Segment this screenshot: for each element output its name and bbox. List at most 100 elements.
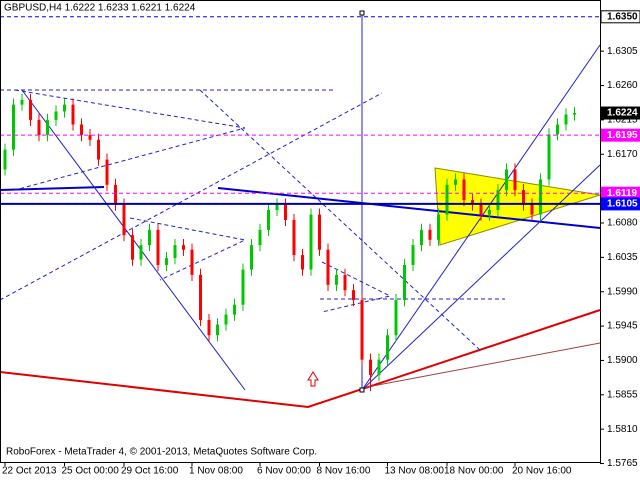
dashed-line [199, 89, 481, 351]
candle-body [165, 258, 168, 265]
x-tick-label: 25 Oct 00:00 [62, 466, 120, 477]
x-tick-label: 13 Nov 08:00 [385, 466, 445, 477]
x-tick-label: 8 Nov 16:00 [317, 466, 371, 477]
candle-body [148, 229, 151, 246]
candle-body [292, 219, 296, 256]
candle-body [114, 184, 117, 205]
candle-body [437, 214, 440, 240]
candle-body [80, 124, 83, 136]
dashed-triangle [321, 261, 392, 313]
candle-body [462, 179, 466, 201]
candle-body [445, 184, 449, 215]
y-tick-label: 1.6260 [607, 80, 638, 91]
level-label: 1.6195 [607, 130, 638, 141]
candle-body [377, 359, 381, 375]
candle-body [547, 134, 551, 180]
candle-body [539, 179, 542, 215]
candle-body [105, 159, 109, 185]
level-label: 1.6350 [607, 11, 638, 22]
candle-body [37, 119, 41, 136]
candle-body [182, 245, 185, 250]
y-tick-label: 1.6215 [607, 115, 638, 126]
candle-body [488, 210, 491, 215]
candle-body [250, 245, 253, 270]
candle-body [522, 190, 525, 205]
y-tick-label: 1.5810 [607, 424, 638, 435]
candle-body [156, 229, 160, 265]
x-tick-label: 29 Oct 16:00 [121, 466, 179, 477]
y-tick-label: 1.5945 [607, 321, 638, 332]
candle-body [530, 204, 534, 215]
candle-body [20, 100, 24, 105]
candle-body [258, 229, 262, 246]
candle-body [394, 300, 398, 336]
candle-body [267, 210, 270, 230]
candle-body [420, 229, 423, 246]
blue-trendline [217, 187, 601, 229]
candle-body [309, 214, 313, 270]
candle-body [63, 104, 66, 112]
y-tick-label: 1.5765 [607, 458, 638, 469]
x-tick-label: 20 Nov 16:00 [512, 466, 572, 477]
level-label: 1.6105 [607, 199, 638, 210]
y-tick-label: 1.6170 [607, 149, 638, 160]
x-tick-label: 18 Nov 00:00 [444, 466, 504, 477]
candle-body [54, 111, 58, 120]
candle-body [573, 113, 576, 115]
candle-body [122, 204, 126, 236]
candle-body [369, 359, 372, 375]
candle-body [556, 124, 559, 135]
level-label: 1.6224 [607, 108, 638, 119]
y-tick-label: 1.5990 [607, 286, 638, 297]
candle-body [496, 190, 500, 210]
candle-body [71, 104, 75, 125]
blue-trendline [0, 186, 105, 191]
y-tick-label: 1.6035 [607, 252, 638, 263]
y-tick-label: 1.6080 [607, 218, 638, 229]
y-tick-label: 1.6305 [607, 46, 638, 57]
candle-body [513, 169, 517, 191]
candle-body [216, 324, 219, 336]
candle-body [352, 290, 355, 301]
candle-body [335, 274, 338, 285]
candle-body [207, 319, 211, 336]
candle-body [12, 104, 15, 150]
channel-line [361, 164, 601, 391]
plot-border [0, 0, 601, 463]
candle-body [360, 300, 364, 360]
candle-body [199, 274, 202, 320]
y-tick-label: 1.5855 [607, 389, 638, 400]
x-tick-label: 1 Nov 08:00 [189, 466, 243, 477]
dashed-line [0, 92, 383, 301]
candle-body [233, 304, 236, 315]
y-tick-label: 1.5900 [607, 355, 638, 366]
analysis-drawings [0, 10, 601, 409]
candle-body [505, 169, 508, 191]
x-tick-label: 22 Oct 2013 [2, 466, 57, 477]
x-tick-label: 6 Nov 00:00 [257, 466, 311, 477]
candle-body [88, 135, 92, 140]
candle-body [301, 255, 304, 270]
candle-body [173, 245, 177, 259]
candle-body [386, 335, 389, 360]
candle-body [3, 149, 7, 170]
anchor [359, 10, 365, 16]
candle-body [428, 229, 432, 240]
candle-body [454, 179, 457, 185]
level-label: 1.6119 [607, 188, 637, 199]
red-thin-line [361, 342, 601, 389]
candle-body [403, 264, 406, 301]
anchor [359, 387, 365, 393]
candle-body [326, 249, 330, 285]
candle-body [275, 204, 279, 210]
candles [3, 93, 576, 391]
candle-body [224, 314, 228, 325]
candle-body [29, 100, 32, 120]
candle-body [131, 235, 134, 260]
candle-body [318, 214, 321, 250]
candle-body [190, 249, 194, 275]
red-trendline [0, 309, 601, 409]
